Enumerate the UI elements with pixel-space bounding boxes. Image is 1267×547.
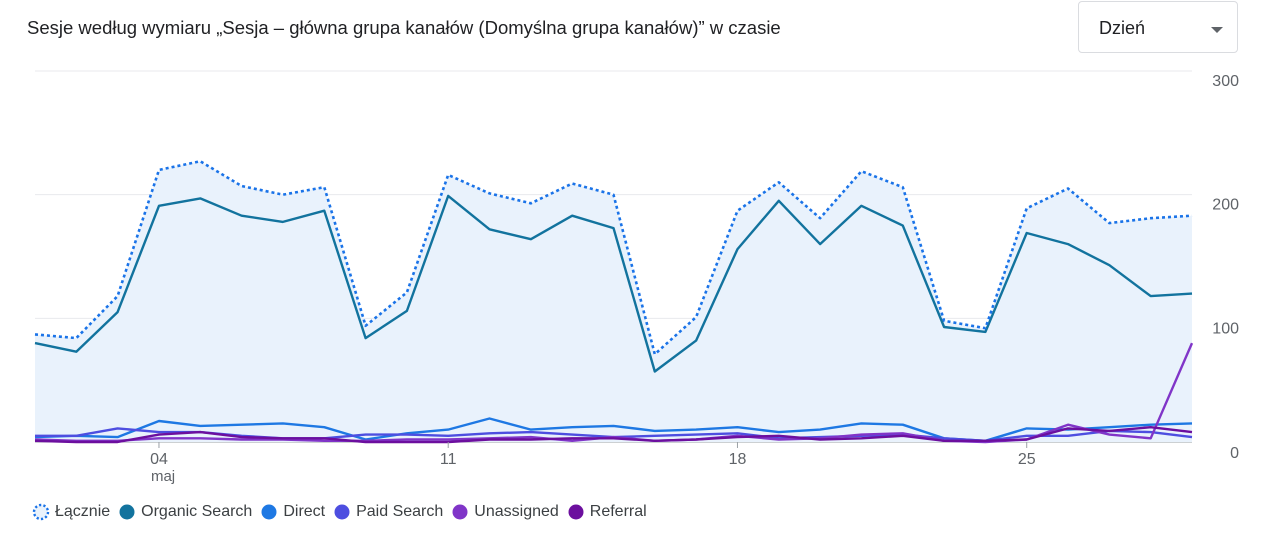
legend-item-direct[interactable]: Direct <box>260 503 325 521</box>
y-tick-label: 300 <box>1212 73 1239 90</box>
granularity-value: Dzień <box>1099 18 1146 38</box>
series-line-unassigned <box>34 342 1194 444</box>
series-line-organic <box>34 194 1193 373</box>
legend-label: Unassigned <box>474 503 559 520</box>
legend-swatch-icon <box>452 504 468 520</box>
chart-title: Sesje według wymiaru „Sesja – główna gru… <box>27 17 781 38</box>
y-tick-label: 200 <box>1212 197 1239 214</box>
x-tick-label: 18 <box>729 451 747 468</box>
x-tick-label: 04 <box>150 451 168 468</box>
legend-label: Paid Search <box>356 503 444 520</box>
total-area-fill <box>35 161 1192 442</box>
x-tick-label: 11 <box>440 451 457 468</box>
legend-item-unassigned[interactable]: Unassigned <box>451 503 559 521</box>
granularity-dropdown[interactable]: Dzień <box>1078 1 1238 53</box>
legend-label: Łącznie <box>55 503 111 520</box>
legend-item-referral[interactable]: Referral <box>567 503 647 521</box>
legend-item-paid[interactable]: Paid Search <box>333 503 443 521</box>
chevron-down-icon <box>1211 27 1223 33</box>
series-line-paid <box>35 427 1193 442</box>
legend-swatch-icon <box>334 504 350 520</box>
series-line-direct <box>34 417 1193 442</box>
legend-label: Organic Search <box>141 503 253 520</box>
legend-item-organic[interactable]: Organic Search <box>118 503 252 521</box>
legend-swatch-icon <box>568 504 584 520</box>
series-line-total <box>34 160 1193 356</box>
y-tick-label: 0 <box>1230 445 1239 462</box>
chart-legend: Łącznie Organic Search Direct Paid Search Un… <box>32 500 655 524</box>
legend-label: Referral <box>589 503 647 520</box>
legend-swatch-icon <box>119 504 135 520</box>
legend-swatch-icon <box>32 503 50 521</box>
legend-label: Direct <box>283 503 326 520</box>
x-tick-label: 25 <box>1018 451 1036 468</box>
series-line-referral <box>34 426 1193 444</box>
legend-swatch-icon <box>261 504 277 520</box>
x-tick-sublabel: maj <box>151 468 175 485</box>
legend-item-total[interactable]: Łącznie <box>32 503 110 521</box>
y-tick-label: 100 <box>1212 320 1239 337</box>
